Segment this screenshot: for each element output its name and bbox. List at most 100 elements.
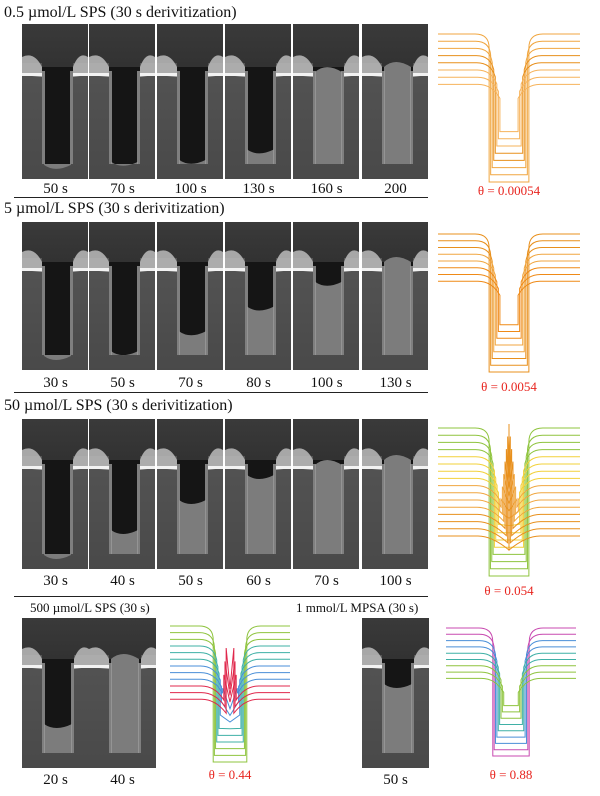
contour-line	[438, 280, 580, 326]
contour-line	[438, 69, 580, 147]
sem-panel-r2-c2	[89, 222, 155, 370]
sem-panel-r1-c2	[89, 24, 155, 179]
contour-line	[446, 633, 576, 751]
contour-line	[438, 260, 580, 346]
sem-panel-r2-c5	[293, 222, 359, 370]
contour-line	[438, 47, 580, 169]
contour-line	[438, 33, 580, 183]
contour-line	[170, 632, 290, 756]
theta-row-3: θ = 0.054	[484, 583, 534, 598]
sem-panel-r1-c1	[22, 24, 88, 179]
sem-panel-r3-c5	[293, 419, 359, 569]
contour-line	[446, 671, 576, 713]
contour-line	[170, 678, 290, 711]
time-label-r2-c2: 50 s	[110, 375, 135, 391]
simulation-plot-row-3	[438, 420, 580, 580]
sem-panel-bottom-1	[22, 618, 89, 768]
contour-line	[446, 627, 576, 757]
time-label-r3-c4: 60 s	[246, 573, 271, 589]
time-label-r1-c5: 160 s	[310, 181, 343, 197]
contour-line	[438, 449, 580, 555]
theta-row-2: θ = 0.0054	[481, 379, 537, 394]
theta-bottom-left: θ = 0.44	[208, 767, 252, 782]
sem-panel-bottom-2	[89, 618, 156, 768]
contour-line	[170, 674, 290, 703]
sem-panel-r1-c3	[157, 24, 223, 179]
row-3-divider	[14, 596, 428, 597]
row-3-header: 50 µmol/L SPS (30 s derivitization)	[4, 397, 233, 414]
contour-line	[438, 76, 580, 140]
contour-line	[438, 441, 580, 563]
simulation-plot-bottom-left	[170, 618, 290, 766]
sem-panel-r3-c6	[362, 419, 428, 569]
time-label-bottom-1: 20 s	[43, 772, 68, 788]
time-label-r1-c3: 100 s	[174, 181, 207, 197]
contour-line	[438, 55, 580, 161]
row-1-divider	[14, 197, 428, 198]
time-label-bottom-3: 50 s	[383, 772, 408, 788]
contour-line	[438, 253, 580, 353]
sem-panel-r1-c6	[362, 24, 428, 179]
bottom-right-header: 1 mmol/L MPSA (30 s)	[296, 600, 419, 615]
contour-line	[438, 427, 580, 577]
contour-line	[438, 434, 580, 570]
contour-line	[438, 247, 580, 359]
time-label-r1-c4: 130 s	[242, 181, 275, 197]
time-label-r2-c3: 70 s	[178, 375, 203, 391]
simulation-plot-row-2	[438, 226, 580, 376]
sem-panel-r2-c4	[225, 222, 291, 370]
sem-panel-r1-c4	[225, 24, 291, 179]
time-label-r1-c6: 200	[384, 181, 407, 197]
contour-line	[170, 661, 290, 709]
sem-panel-bottom-3	[362, 618, 429, 768]
simulation-plot-row-1	[438, 26, 580, 186]
sem-panel-r3-c4	[225, 419, 291, 569]
time-label-r2-c6: 130 s	[379, 375, 412, 391]
time-label-r3-c5: 70 s	[314, 573, 339, 589]
sem-panel-r2-c1	[22, 222, 88, 370]
time-label-r3-c3: 50 s	[178, 573, 203, 589]
contour-line	[438, 274, 580, 332]
contour-line	[446, 677, 576, 707]
contour-line	[446, 640, 576, 744]
time-label-r1-c2: 70 s	[110, 181, 135, 197]
contour-line	[170, 658, 290, 730]
theta-row-1: θ = 0.00054	[477, 183, 541, 198]
contour-line	[438, 267, 580, 339]
bottom-left-header: 500 µmol/L SPS (30 s)	[30, 600, 150, 615]
time-label-r3-c1: 30 s	[43, 573, 68, 589]
contour-line	[446, 659, 576, 725]
contour-line	[446, 652, 576, 732]
contour-line	[170, 647, 290, 715]
time-label-r1-c1: 50 s	[43, 181, 68, 197]
time-label-r2-c5: 100 s	[310, 375, 343, 391]
simulation-plot-bottom-right	[446, 620, 576, 760]
contour-line	[438, 424, 580, 552]
contour-line	[438, 233, 580, 373]
row-2-divider	[14, 392, 428, 393]
time-label-r2-c4: 80 s	[246, 375, 271, 391]
sem-panel-r1-c5	[293, 24, 359, 179]
sem-panel-r3-c3	[157, 419, 223, 569]
time-label-r3-c2: 40 s	[110, 573, 135, 589]
sem-panel-r3-c2	[89, 419, 155, 569]
contour-line	[446, 646, 576, 738]
row-1-header: 0.5 µmol/L SPS (30 s derivitization)	[4, 4, 237, 21]
contour-line	[170, 625, 290, 763]
time-label-r2-c1: 30 s	[43, 375, 68, 391]
contour-line	[446, 665, 576, 719]
contour-line	[170, 638, 290, 750]
contour-line	[438, 62, 580, 154]
contour-line	[170, 665, 290, 723]
row-2-header: 5 µmol/L SPS (30 s derivitization)	[4, 200, 225, 217]
contour-line	[170, 645, 290, 743]
sem-panel-r3-c1	[22, 419, 88, 569]
sem-panel-r2-c3	[157, 222, 223, 370]
contour-line	[438, 83, 580, 133]
time-label-r3-c6: 100 s	[379, 573, 412, 589]
contour-line	[438, 40, 580, 176]
time-label-bottom-2: 40 s	[110, 772, 135, 788]
sem-panel-r2-c6	[362, 222, 428, 370]
contour-line	[170, 652, 290, 736]
theta-bottom-right: θ = 0.88	[489, 767, 533, 782]
